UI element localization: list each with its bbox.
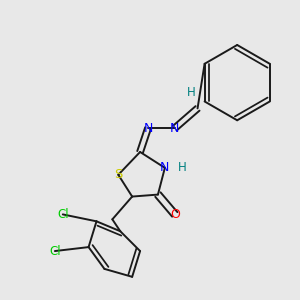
Text: N: N (143, 122, 153, 135)
Text: O: O (170, 208, 180, 221)
Text: S: S (114, 168, 122, 181)
Text: Cl: Cl (49, 244, 61, 258)
Text: N: N (160, 161, 170, 174)
Text: N: N (170, 122, 179, 135)
Text: H: H (178, 161, 187, 174)
Text: Cl: Cl (57, 208, 69, 221)
Text: H: H (187, 86, 196, 99)
